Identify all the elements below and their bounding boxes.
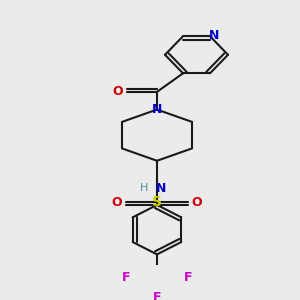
Text: N: N [156,182,166,195]
Text: O: O [113,85,123,98]
Text: N: N [209,29,219,42]
Text: F: F [184,271,192,284]
Text: N: N [152,103,162,116]
Text: F: F [122,271,130,284]
Text: H: H [140,183,148,193]
Text: O: O [192,196,202,209]
Text: O: O [112,196,122,209]
Text: S: S [152,195,162,209]
Text: F: F [153,291,161,300]
